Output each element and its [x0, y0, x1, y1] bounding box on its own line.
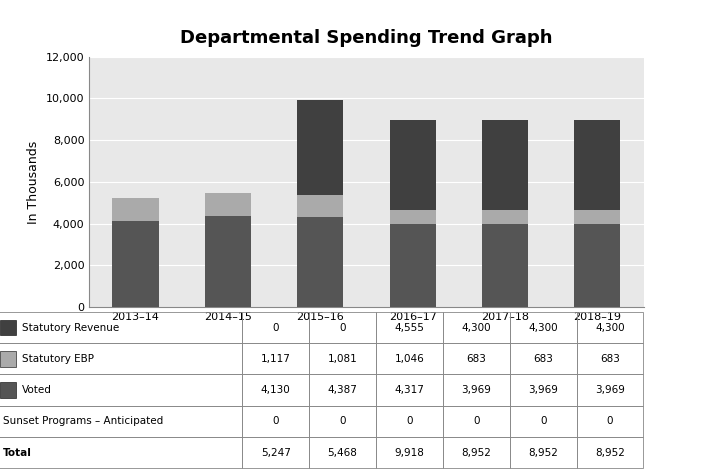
Text: 4,300: 4,300 — [528, 323, 558, 333]
Bar — [574, 120, 621, 210]
Bar — [297, 217, 343, 307]
Bar — [482, 210, 528, 224]
Text: 3,969: 3,969 — [528, 385, 558, 395]
Bar — [510, 375, 576, 406]
Bar — [0, 437, 242, 468]
Text: Statutory Revenue: Statutory Revenue — [22, 323, 119, 333]
Bar — [510, 437, 576, 468]
Text: 3,969: 3,969 — [461, 385, 491, 395]
Text: 683: 683 — [533, 354, 553, 364]
Bar — [242, 437, 309, 468]
Text: Statutory EBP: Statutory EBP — [22, 354, 94, 364]
Text: 0: 0 — [406, 416, 413, 426]
Bar — [482, 224, 528, 307]
Bar — [309, 312, 376, 343]
Text: 8,952: 8,952 — [461, 447, 491, 458]
Bar — [443, 406, 510, 437]
Bar — [443, 437, 510, 468]
Text: 4,555: 4,555 — [395, 323, 425, 333]
Bar — [204, 193, 251, 216]
Bar — [112, 198, 159, 221]
Bar — [242, 343, 309, 375]
Y-axis label: In Thousands: In Thousands — [27, 140, 40, 224]
Text: 0: 0 — [340, 416, 346, 426]
Bar — [242, 375, 309, 406]
Bar — [309, 375, 376, 406]
Bar — [0, 351, 16, 367]
Text: 683: 683 — [466, 354, 486, 364]
Bar — [443, 343, 510, 375]
Bar — [576, 343, 644, 375]
Bar — [376, 406, 443, 437]
Bar — [0, 406, 242, 437]
Bar — [510, 343, 576, 375]
Text: 8,952: 8,952 — [528, 447, 558, 458]
Bar — [297, 195, 343, 217]
Text: 0: 0 — [540, 416, 546, 426]
Text: Sunset Programs – Anticipated: Sunset Programs – Anticipated — [3, 416, 163, 426]
Bar — [297, 100, 343, 195]
Bar — [0, 312, 242, 343]
Bar — [390, 120, 435, 210]
Text: 4,300: 4,300 — [461, 323, 491, 333]
Bar — [443, 312, 510, 343]
Bar — [576, 312, 644, 343]
Bar — [0, 375, 242, 406]
Bar — [0, 343, 242, 375]
Text: 0: 0 — [272, 416, 279, 426]
Bar — [376, 375, 443, 406]
Text: 4,130: 4,130 — [261, 385, 290, 395]
Text: 4,317: 4,317 — [395, 385, 425, 395]
Text: 0: 0 — [272, 323, 279, 333]
Text: 1,081: 1,081 — [327, 354, 358, 364]
Text: 4,300: 4,300 — [596, 323, 625, 333]
Bar — [390, 210, 435, 224]
Bar — [242, 312, 309, 343]
Text: 1,046: 1,046 — [395, 354, 424, 364]
Bar — [576, 437, 644, 468]
Bar — [0, 382, 16, 398]
Bar — [574, 210, 621, 224]
Text: Voted: Voted — [22, 385, 52, 395]
Bar — [309, 406, 376, 437]
Text: 3,969: 3,969 — [595, 385, 625, 395]
Text: 4,387: 4,387 — [327, 385, 358, 395]
Bar — [242, 406, 309, 437]
Bar — [0, 320, 16, 335]
Bar — [376, 312, 443, 343]
Bar — [204, 216, 251, 307]
Bar — [576, 375, 644, 406]
Text: 9,918: 9,918 — [395, 447, 425, 458]
Text: 1,117: 1,117 — [261, 354, 291, 364]
Text: 683: 683 — [600, 354, 620, 364]
Text: 8,952: 8,952 — [595, 447, 625, 458]
Bar — [510, 406, 576, 437]
Bar — [309, 437, 376, 468]
Bar — [510, 312, 576, 343]
Bar — [574, 224, 621, 307]
Bar — [376, 343, 443, 375]
Bar — [309, 343, 376, 375]
Text: 0: 0 — [340, 323, 346, 333]
Text: 0: 0 — [473, 416, 480, 426]
Bar — [443, 375, 510, 406]
Text: 5,247: 5,247 — [261, 447, 291, 458]
Bar — [112, 221, 159, 307]
Bar — [390, 224, 435, 307]
Bar — [376, 437, 443, 468]
Bar — [482, 120, 528, 210]
Text: 5,468: 5,468 — [327, 447, 358, 458]
Bar — [576, 406, 644, 437]
Text: 0: 0 — [607, 416, 613, 426]
Title: Departmental Spending Trend Graph: Departmental Spending Trend Graph — [180, 29, 553, 47]
Text: Total: Total — [3, 447, 31, 458]
